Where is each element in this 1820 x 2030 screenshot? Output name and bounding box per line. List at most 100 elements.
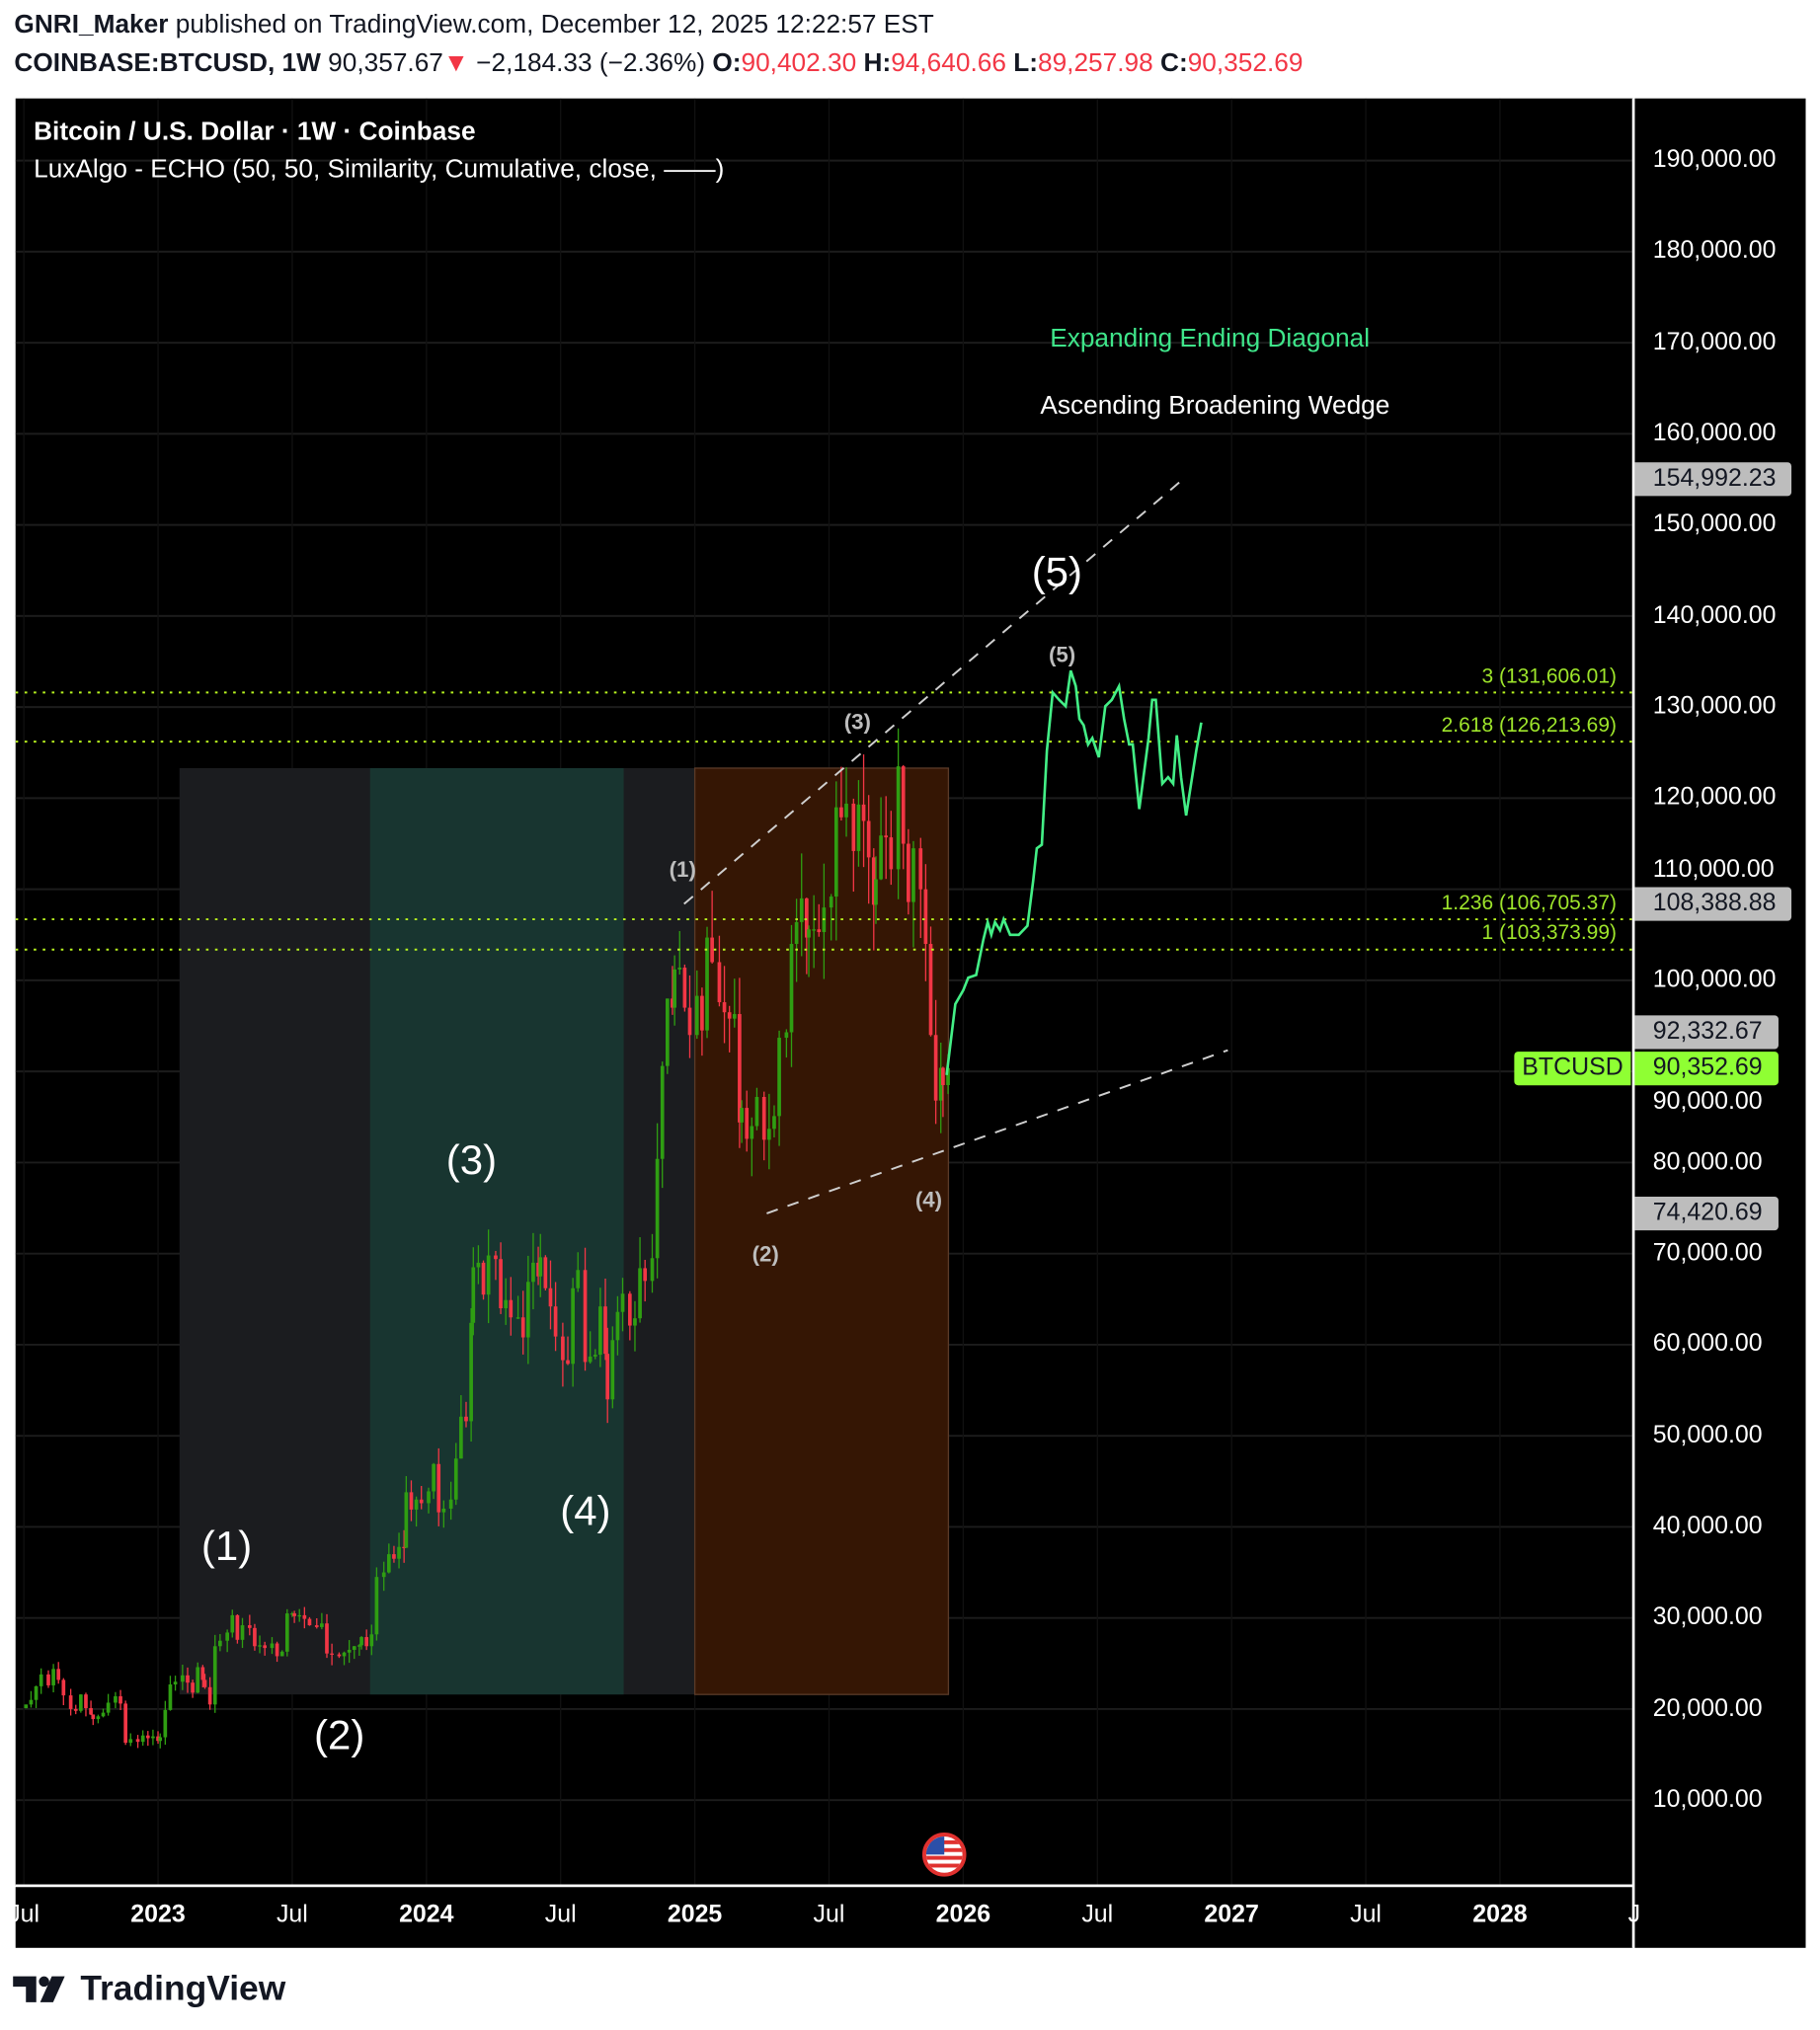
candle-body [247, 1625, 252, 1628]
price-tick-label: 190,000.00 [1652, 146, 1777, 174]
candle-body [119, 1696, 122, 1704]
us-flag-icon[interactable] [921, 1833, 967, 1877]
candle-body [302, 1614, 307, 1619]
candle-body [576, 1270, 581, 1288]
time-tick-label: Jul [544, 1901, 577, 1929]
price-tick-label: 180,000.00 [1652, 237, 1777, 266]
price-tick-label: 130,000.00 [1652, 692, 1777, 721]
candle-body [145, 1735, 150, 1739]
candle-body [889, 837, 894, 870]
candle-body [359, 1637, 363, 1646]
time-axis[interactable] [15, 1887, 1634, 1948]
candle-body [598, 1306, 602, 1356]
candle-body [140, 1735, 145, 1743]
tradingview-logo-icon [13, 1975, 65, 2002]
candle-body [536, 1262, 540, 1277]
candle-body [833, 807, 838, 898]
candle-body [114, 1696, 118, 1703]
candle-body [253, 1627, 257, 1647]
fib-level-label: 1 (103,373.99) [1481, 922, 1618, 945]
candle-body [933, 1035, 938, 1101]
candle-body [732, 1014, 737, 1019]
candle-body [561, 1336, 565, 1361]
time-tick-label: 2024 [399, 1901, 454, 1929]
candle-body [839, 807, 843, 818]
time-tick-label: Jul [1350, 1901, 1382, 1929]
wave-label-primary-5: (5) [1031, 548, 1082, 595]
candle-body [660, 1065, 665, 1159]
candle-body [525, 1282, 530, 1338]
indicator-legend[interactable]: LuxAlgo - ECHO (50, 50, Similarity, Cumu… [34, 155, 725, 185]
candle-body [270, 1643, 275, 1649]
fib-level-label: 1.236 (106,705.37) [1441, 892, 1618, 914]
tradingview-logo[interactable]: TradingView [13, 1969, 285, 2009]
wave-label-minor-2: (2) [752, 1241, 779, 1267]
price-tick-label: 90,000.00 [1652, 1087, 1763, 1116]
time-tick-label: 2025 [667, 1901, 723, 1929]
candle-body [51, 1669, 55, 1685]
candle-body [655, 1158, 660, 1259]
candle-body [297, 1614, 302, 1617]
candle-body [347, 1649, 352, 1653]
time-tick-label: Jul [276, 1901, 308, 1929]
candle-body [682, 968, 687, 1008]
candle-body [218, 1640, 222, 1647]
candle-body [941, 1067, 945, 1086]
price-axis-divider [1631, 98, 1635, 1948]
pattern-label-diagonal: Expanding Ending Diagonal [1050, 324, 1371, 353]
candle-body [404, 1492, 409, 1548]
candle-body [901, 766, 906, 844]
price-tick-label: 120,000.00 [1652, 783, 1777, 812]
candle-body [284, 1613, 289, 1652]
candle-body [96, 1716, 101, 1720]
author[interactable]: GNRI_Maker [14, 10, 169, 39]
candle-body [427, 1491, 431, 1504]
candle-body [705, 937, 709, 1031]
candle-body [700, 995, 704, 1031]
candle-body [610, 1340, 615, 1400]
candle-body [727, 1012, 732, 1019]
candle-body [504, 1299, 509, 1309]
price-tick-label: 80,000.00 [1652, 1147, 1763, 1176]
candle-body [128, 1739, 133, 1744]
candle-body [386, 1554, 391, 1573]
time-tick-label: 2023 [130, 1901, 186, 1929]
time-tick-label: 2026 [935, 1901, 991, 1929]
candle-body [392, 1554, 396, 1559]
candle-body [158, 1737, 163, 1742]
candle-body [638, 1268, 642, 1319]
candle-body [571, 1288, 575, 1365]
price-tag: 74,420.69 [1634, 1196, 1779, 1230]
candle-body [499, 1259, 503, 1309]
candle-body [235, 1614, 240, 1640]
candle-body [777, 1038, 781, 1117]
price-tick-label: 150,000.00 [1652, 510, 1777, 538]
candle-body [441, 1508, 446, 1513]
time-tick-label: Jul [813, 1901, 845, 1929]
candle-body [196, 1667, 200, 1693]
candle-body [794, 921, 799, 945]
price-tag: 154,992.23 [1634, 462, 1792, 497]
candle-body [436, 1463, 441, 1513]
wave-label-primary-2: (2) [314, 1711, 365, 1758]
candle-body [928, 944, 933, 1036]
candle-body [643, 1268, 648, 1282]
fib-level-label: 2.618 (126,213.69) [1441, 714, 1618, 737]
candle-body [186, 1675, 190, 1683]
wave-label-minor-1: (1) [669, 857, 696, 883]
candle-body [799, 898, 804, 922]
candle-body [761, 1096, 766, 1140]
candle-body [807, 929, 811, 938]
candle-body [907, 843, 910, 902]
range-box-teal [369, 767, 624, 1695]
candle-body [279, 1651, 284, 1657]
price-tick-label: 70,000.00 [1652, 1239, 1763, 1267]
wave-label-primary-3: (3) [445, 1136, 498, 1184]
candle-body [106, 1702, 111, 1713]
candle-body [374, 1577, 379, 1635]
last-price: 90,357.67 [328, 48, 443, 78]
candle-body [409, 1492, 414, 1510]
price-tick-label: 40,000.00 [1652, 1512, 1763, 1540]
candle-body [448, 1499, 453, 1509]
candle-body [866, 820, 871, 858]
